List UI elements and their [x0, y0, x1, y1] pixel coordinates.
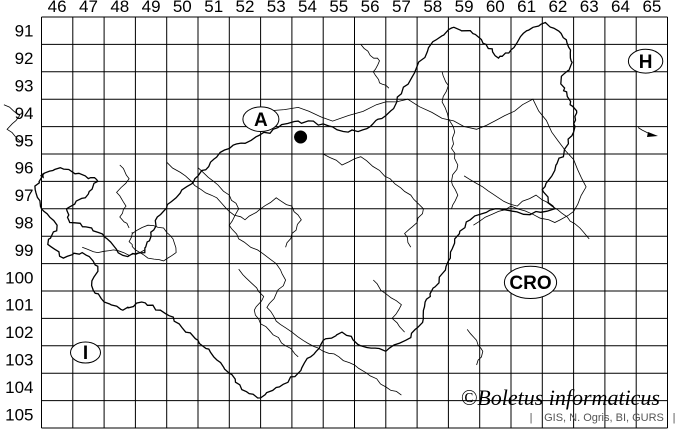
- svg-text:95: 95: [15, 131, 34, 150]
- svg-text:57: 57: [392, 0, 411, 16]
- svg-text:55: 55: [329, 0, 348, 16]
- svg-text:101: 101: [5, 296, 33, 315]
- svg-text:97: 97: [15, 186, 34, 205]
- svg-text:98: 98: [15, 214, 34, 233]
- svg-text:102: 102: [5, 323, 33, 342]
- svg-text:58: 58: [423, 0, 442, 16]
- svg-text:48: 48: [110, 0, 129, 16]
- svg-text:64: 64: [611, 0, 630, 16]
- svg-text:91: 91: [15, 22, 34, 41]
- svg-text:105: 105: [5, 405, 33, 424]
- svg-text:H: H: [639, 52, 653, 73]
- svg-text:63: 63: [580, 0, 599, 16]
- svg-text:92: 92: [15, 49, 34, 68]
- svg-text:GIS, N. Ogris, BI, GURS: GIS, N. Ogris, BI, GURS: [544, 412, 664, 424]
- svg-text:99: 99: [15, 241, 34, 260]
- svg-text:104: 104: [5, 378, 33, 397]
- svg-text:94: 94: [15, 104, 34, 123]
- svg-text:53: 53: [267, 0, 286, 16]
- svg-text:|: |: [673, 412, 676, 424]
- svg-text:59: 59: [455, 0, 474, 16]
- svg-text:47: 47: [79, 0, 98, 16]
- svg-text:I: I: [83, 343, 88, 364]
- svg-text:103: 103: [5, 351, 33, 370]
- svg-text:61: 61: [517, 0, 536, 16]
- svg-text:CRO: CRO: [509, 273, 551, 294]
- svg-text:60: 60: [486, 0, 505, 16]
- svg-text:52: 52: [236, 0, 255, 16]
- svg-text:50: 50: [173, 0, 192, 16]
- svg-text:51: 51: [204, 0, 223, 16]
- svg-text:49: 49: [142, 0, 161, 16]
- svg-text:56: 56: [361, 0, 380, 16]
- svg-text:93: 93: [15, 77, 34, 96]
- svg-text:62: 62: [548, 0, 567, 16]
- svg-text:A: A: [254, 110, 268, 131]
- svg-text:©Boletus informaticus: ©Boletus informaticus: [461, 385, 660, 410]
- svg-text:46: 46: [48, 0, 67, 16]
- svg-text:65: 65: [642, 0, 661, 16]
- svg-text:100: 100: [5, 268, 33, 287]
- svg-text:54: 54: [298, 0, 317, 16]
- svg-text:96: 96: [15, 159, 34, 178]
- svg-text:|: |: [530, 412, 533, 424]
